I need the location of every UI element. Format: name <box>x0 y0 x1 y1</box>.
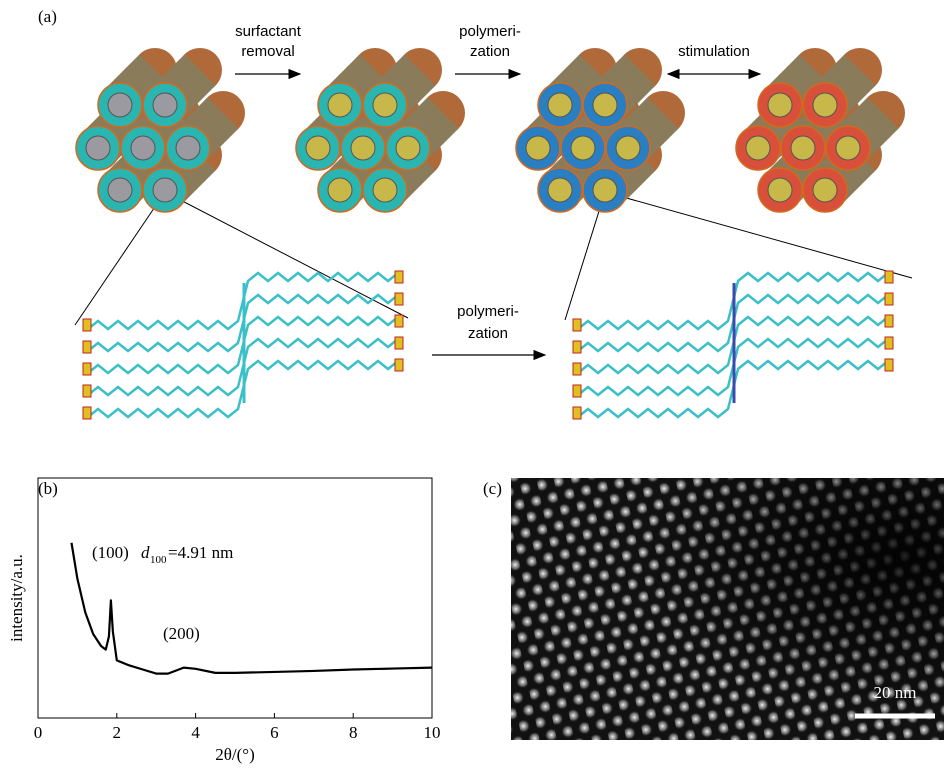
tube-core <box>306 136 330 160</box>
tube-core <box>571 136 595 160</box>
panel-b: (b) intensity/a.u. 2θ/(°) (100) d 100 =4… <box>7 478 441 764</box>
step-label: surfactant <box>235 23 302 40</box>
head-group <box>885 359 893 371</box>
head-group <box>885 337 893 349</box>
tube-core <box>813 93 837 117</box>
panel-label: (a) <box>38 7 57 26</box>
tube-core <box>351 136 375 160</box>
head-group <box>83 385 91 397</box>
tube-core <box>153 93 177 117</box>
tube-core <box>746 136 770 160</box>
tube-core <box>373 93 397 117</box>
tube-core <box>176 136 200 160</box>
tube-core <box>813 178 837 202</box>
tube-core <box>836 136 860 160</box>
tube-core <box>768 93 792 117</box>
tube-core <box>616 136 640 160</box>
head-group <box>395 271 403 283</box>
x-tick-label: 2 <box>113 723 122 742</box>
figure: (a) surfactant removal polymeri- zation … <box>0 0 944 768</box>
head-group <box>83 407 91 419</box>
tube-core <box>593 178 617 202</box>
data-line <box>71 543 432 674</box>
head-group <box>573 341 581 353</box>
head-group <box>885 315 893 327</box>
step-label: zation <box>468 325 508 342</box>
y-axis-label: intensity/a.u. <box>7 554 26 642</box>
annotation: (200) <box>163 624 200 643</box>
panel-c: (c) 20 nm <box>483 478 944 740</box>
tube-core <box>526 136 550 160</box>
molecule-layer <box>573 271 893 419</box>
panel-a: (a) surfactant removal polymeri- zation … <box>38 7 912 419</box>
tube-bundle <box>296 48 465 212</box>
tube-core <box>108 178 132 202</box>
x-tick-label: 10 <box>424 723 441 742</box>
annotation: 100 <box>150 554 167 566</box>
tube-core <box>373 178 397 202</box>
head-group <box>395 337 403 349</box>
step-label: stimulation <box>678 43 750 60</box>
tube-core <box>86 136 110 160</box>
zoom-line <box>605 192 912 278</box>
annotation: =4.91 nm <box>168 543 233 562</box>
tube-core <box>791 136 815 160</box>
tube-core <box>548 178 572 202</box>
head-group <box>885 271 893 283</box>
head-group <box>573 407 581 419</box>
tube-bundle <box>76 48 245 212</box>
head-group <box>573 385 581 397</box>
head-group <box>83 363 91 375</box>
tube-bundle <box>516 48 685 212</box>
tube-core <box>328 93 352 117</box>
x-axis-label: 2θ/(°) <box>215 745 255 764</box>
head-group <box>573 319 581 331</box>
head-group <box>885 293 893 305</box>
step-label: polymeri- <box>457 303 519 320</box>
head-group <box>395 359 403 371</box>
scale-bar-label: 20 nm <box>874 683 917 702</box>
tube-bundle <box>736 48 905 212</box>
x-tick-label: 4 <box>191 723 200 742</box>
tube-core <box>153 178 177 202</box>
x-tick-label: 8 <box>349 723 358 742</box>
step-label: removal <box>241 43 294 60</box>
step-label: zation <box>470 43 510 60</box>
panel-label: (b) <box>38 479 58 498</box>
x-tick-label: 0 <box>34 723 43 742</box>
head-group <box>83 341 91 353</box>
tube-core <box>328 178 352 202</box>
tube-core <box>593 93 617 117</box>
head-group <box>83 319 91 331</box>
step-label: polymeri- <box>459 23 521 40</box>
tube-core <box>108 93 132 117</box>
tube-core <box>548 93 572 117</box>
tube-core <box>131 136 155 160</box>
head-group <box>573 363 581 375</box>
head-group <box>395 293 403 305</box>
panel-label: (c) <box>483 479 502 498</box>
plot-frame <box>38 478 432 718</box>
annotation: d <box>141 543 150 562</box>
annotation: (100) <box>92 543 129 562</box>
x-tick-label: 6 <box>270 723 279 742</box>
head-group <box>395 315 403 327</box>
tube-core <box>768 178 792 202</box>
tube-core <box>396 136 420 160</box>
molecule-layer <box>83 271 403 419</box>
